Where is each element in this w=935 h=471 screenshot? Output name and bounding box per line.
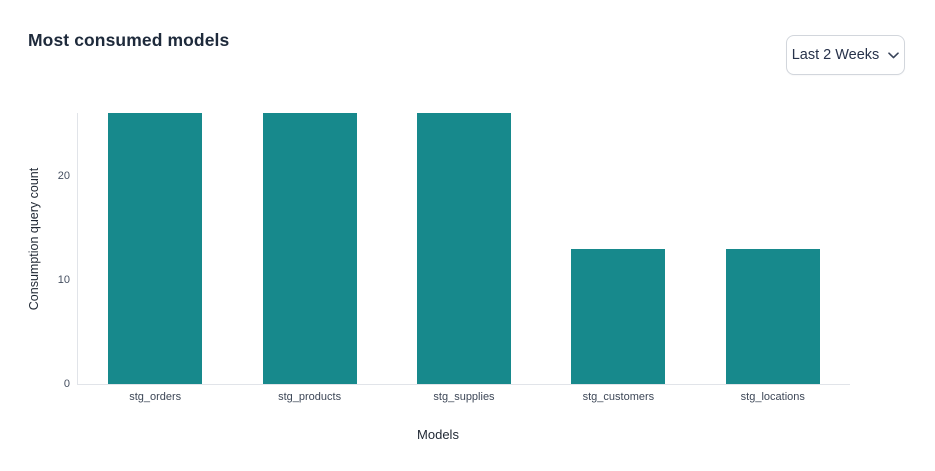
bar-stg_products[interactable] [262, 113, 357, 384]
x-axis-tick-label: stg_products [278, 391, 342, 403]
x-axis-tick-label: stg_orders [129, 391, 182, 403]
x-axis-label: Models [417, 427, 459, 442]
y-axis-label: Consumption query count [27, 167, 41, 311]
bar-stg_customers[interactable] [571, 248, 666, 384]
y-axis-tick-label: 20 [57, 169, 70, 182]
time-filter-dropdown[interactable]: Last 2 Weeks [786, 35, 905, 75]
bar-stg_locations[interactable] [725, 248, 820, 384]
bar-stg_supplies[interactable] [417, 113, 511, 384]
x-axis-tick-label: stg_customers [582, 391, 655, 403]
x-axis-tick-label: stg_supplies [433, 391, 495, 403]
y-axis-tick-label: 0 [63, 378, 70, 390]
time-filter-selected-value: Last 2 Weeks [791, 47, 880, 63]
bar-stg_orders[interactable] [108, 113, 203, 384]
y-axis-tick-label: 10 [57, 273, 70, 286]
x-axis-line [77, 384, 850, 385]
chevron-down-icon [888, 52, 900, 59]
page-title: Most consumed models [28, 30, 230, 50]
y-axis-line [77, 113, 78, 384]
x-axis-tick-label: stg_locations [740, 391, 805, 403]
